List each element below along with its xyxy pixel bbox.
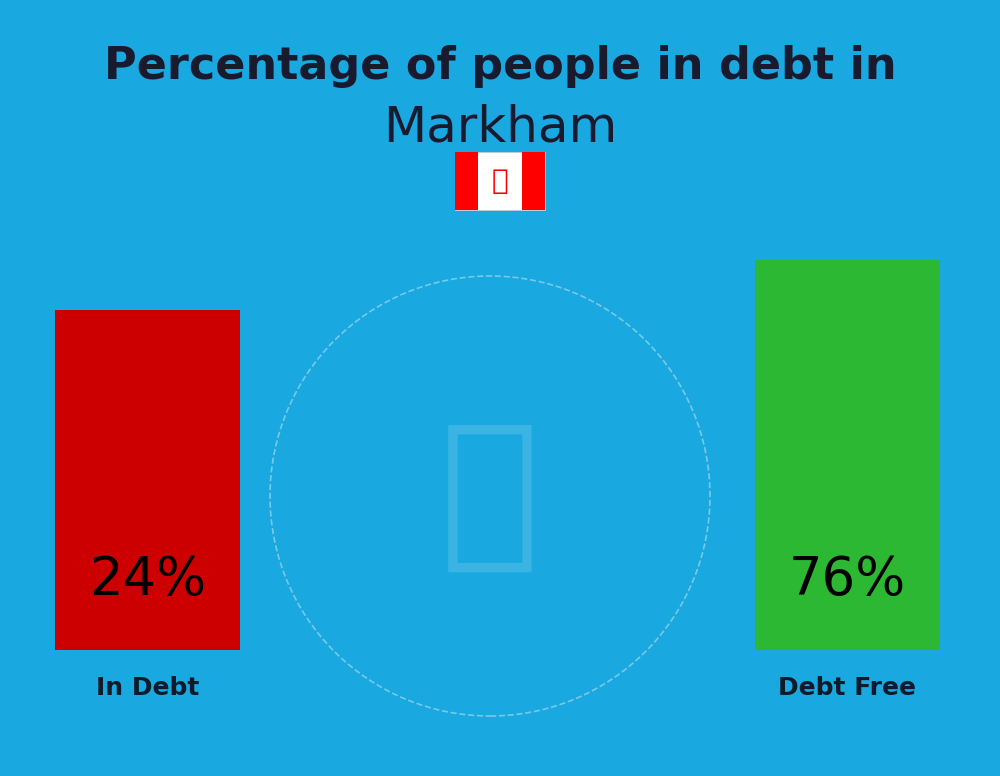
FancyBboxPatch shape bbox=[755, 260, 940, 650]
Text: 24%: 24% bbox=[89, 554, 206, 606]
FancyBboxPatch shape bbox=[455, 152, 545, 210]
Text: In Debt: In Debt bbox=[96, 676, 199, 700]
Text: 🏦: 🏦 bbox=[440, 414, 540, 577]
FancyBboxPatch shape bbox=[55, 310, 240, 650]
Circle shape bbox=[272, 278, 708, 714]
FancyBboxPatch shape bbox=[455, 152, 478, 210]
Text: Debt Free: Debt Free bbox=[778, 676, 916, 700]
Text: Percentage of people in debt in: Percentage of people in debt in bbox=[104, 44, 896, 88]
FancyBboxPatch shape bbox=[522, 152, 545, 210]
Text: 🍁: 🍁 bbox=[492, 167, 508, 195]
Text: 76%: 76% bbox=[789, 554, 906, 606]
Text: Markham: Markham bbox=[383, 104, 617, 152]
